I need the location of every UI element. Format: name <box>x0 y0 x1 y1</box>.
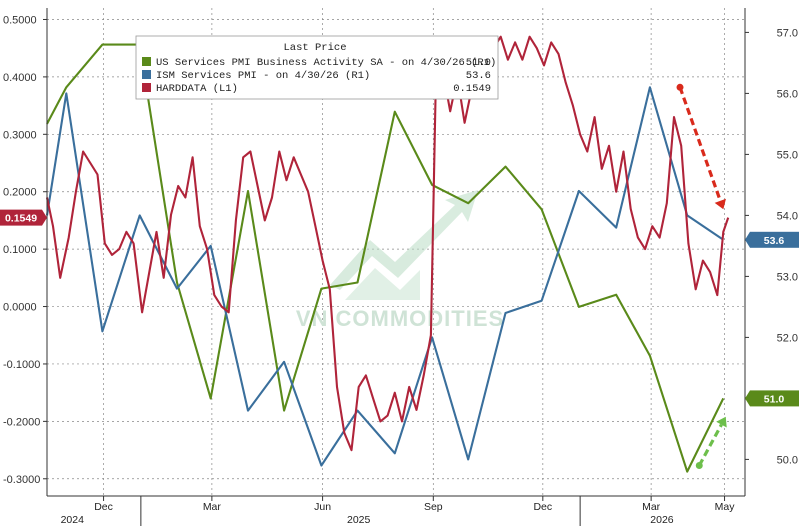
right-tick-label: 57.0 <box>777 27 798 39</box>
year-label: 2026 <box>650 514 674 526</box>
legend-value-us-services-pmi: 51.0 <box>466 57 491 69</box>
value-tag-text: 53.6 <box>764 235 785 247</box>
legend-label-harddata: HARDDATA (L1) <box>156 83 238 95</box>
right-tick-label: 50.0 <box>777 454 798 466</box>
left-tick-label: -0.3000 <box>3 474 40 486</box>
right-tick-label: 55.0 <box>777 149 798 161</box>
series-line-ism-services-pmi <box>45 86 724 467</box>
left-tick-label: 0.5000 <box>3 14 37 26</box>
left-tick-label: 0.3000 <box>3 129 37 141</box>
left-tick-label: -0.1000 <box>3 359 40 371</box>
legend-swatch-ism-services-pmi <box>142 70 151 79</box>
x-tick-label: Dec <box>533 501 552 513</box>
value-tag-right <box>750 231 799 248</box>
legend-label-us-services-pmi: US Services PMI Business Activity SA - o… <box>156 57 496 69</box>
right-tick-label: 52.0 <box>777 332 798 344</box>
x-tick-label: Dec <box>94 501 113 513</box>
legend-swatch-harddata <box>142 83 151 92</box>
axes: 0.5000 0.4000 0.3000 0.2000 0.1000 0.0000 -0.1… <box>3 8 798 526</box>
year-label: 2025 <box>347 514 371 526</box>
right-tick-label: 56.0 <box>777 88 798 100</box>
legend-value-harddata: 0.1549 <box>453 83 491 95</box>
legend-title: Last Price <box>283 42 346 54</box>
x-tick-label: Jun <box>314 501 331 513</box>
x-tick-label: Sep <box>424 501 443 513</box>
value-tag-left <box>0 209 42 226</box>
watermark-text: VN COMMODITIES <box>296 306 504 331</box>
left-tick-label: 0.4000 <box>3 72 37 84</box>
x-tick-label: Mar <box>642 501 661 513</box>
legend-label-ism-services-pmi: ISM Services PMI - on 4/30/26 (R1) <box>156 70 370 82</box>
value-tag-text: 0.1549 <box>5 213 37 225</box>
annotation-arrow-shaft <box>697 423 723 467</box>
value-tag-pointer <box>745 390 750 407</box>
annotation-arrow-shaft <box>678 86 722 202</box>
right-tick-label: 53.0 <box>777 271 798 283</box>
left-tick-label: 0.0000 <box>3 302 37 314</box>
value-tag-right <box>750 390 799 407</box>
value-tag-text: 51.0 <box>764 393 785 405</box>
legend-swatch-us-services-pmi <box>142 57 151 66</box>
value-tag-pointer <box>42 209 47 226</box>
year-label: 2024 <box>61 514 85 526</box>
series-line-harddata <box>45 35 730 452</box>
left-tick-label: 0.2000 <box>3 187 37 199</box>
annotation-arrow-head <box>716 416 727 428</box>
right-tick-label: 54.0 <box>777 210 798 222</box>
annotation-layer <box>676 83 727 469</box>
legend-value-ism-services-pmi: 53.6 <box>466 70 491 82</box>
x-tick-label: May <box>715 501 736 513</box>
legend: Last Price US Services PMI Business Acti… <box>135 35 499 100</box>
left-tick-label: -0.2000 <box>3 416 40 428</box>
legend-box <box>135 35 499 100</box>
x-tick-label: Mar <box>203 501 222 513</box>
value-tag-pointer <box>745 231 750 248</box>
value-tags: 0.1549 53.6 51.0 <box>0 209 799 407</box>
annotation-arrow-head <box>714 198 726 210</box>
left-tick-label: 0.1000 <box>3 244 37 256</box>
